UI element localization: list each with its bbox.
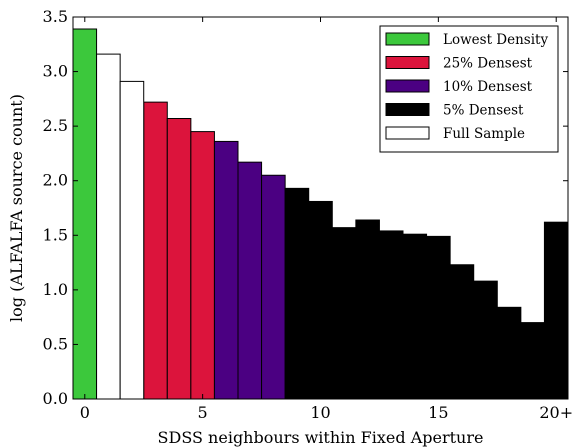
legend-swatch	[385, 32, 430, 46]
bar-0	[72, 28, 98, 400]
legend-label: 10% Densest	[443, 79, 533, 95]
bar-10	[308, 200, 333, 400]
axis-ticks: 0 5 10 15 20+ 0.0 0.5 1.0 1.5 2.0 2.5 3.0 3.5	[43, 7, 574, 422]
bar-12	[355, 219, 380, 400]
bar-16	[449, 264, 475, 400]
y-tick-label: 2.0	[43, 171, 68, 190]
bar-7	[237, 161, 263, 400]
x-axis-title: SDSS neighbours within Fixed Aperture	[158, 428, 484, 447]
bar-15	[426, 235, 451, 400]
bar-4	[166, 118, 192, 400]
bar-14	[402, 233, 428, 400]
bar-20	[543, 221, 569, 400]
bar-17	[473, 280, 498, 400]
bar-8	[261, 174, 286, 400]
bar-13	[378, 230, 404, 400]
x-tick-label: 0	[80, 403, 90, 422]
bar-18	[496, 306, 522, 400]
x-tick-label: 10	[310, 403, 330, 422]
x-tick-label: 20+	[539, 403, 573, 422]
legend-swatch	[385, 103, 430, 116]
y-tick-label: 0.5	[43, 334, 68, 353]
legend-label: Full Sample	[443, 126, 525, 142]
bar-2	[119, 80, 145, 400]
legend-swatch	[385, 126, 430, 140]
bars	[72, 28, 569, 400]
y-tick-label: 3.5	[43, 7, 68, 26]
y-tick-label: 2.5	[43, 116, 68, 135]
bar-11	[331, 227, 357, 400]
legend-swatch	[385, 56, 430, 69]
legend-label: 25% Densest	[443, 56, 533, 72]
legend-swatch	[385, 79, 430, 93]
legend: Lowest Density 25% Densest 10% Densest 5% D…	[379, 25, 559, 153]
bar-19	[520, 322, 545, 400]
bar-5	[190, 131, 215, 400]
bar-1	[96, 53, 121, 400]
bar-6	[213, 140, 239, 400]
bar-9	[284, 187, 310, 400]
legend-label: 5% Densest	[443, 103, 524, 119]
y-tick-label: 3.0	[43, 62, 68, 81]
x-tick-label: 15	[428, 403, 448, 422]
bar-3	[143, 101, 168, 400]
x-tick-label: 5	[198, 403, 208, 422]
y-tick-label: 1.0	[43, 280, 68, 299]
y-axis-title: log (ALFALFA source count)	[7, 94, 26, 322]
y-tick-label: 1.5	[43, 225, 68, 244]
legend-label: Lowest Density	[443, 32, 548, 48]
y-tick-label: 0.0	[43, 389, 68, 408]
